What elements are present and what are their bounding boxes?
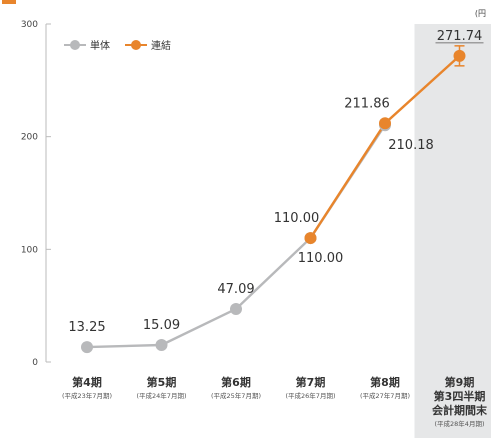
y-ticks: 0 100 200 300: [21, 20, 51, 368]
data-point: [379, 117, 391, 130]
x-category-label: 第5期: [147, 375, 177, 389]
data-point: [155, 338, 168, 351]
highlight-band: [414, 24, 491, 438]
data-label: 271.74: [437, 29, 483, 44]
data-label: 110.00: [274, 211, 320, 226]
x-category-period: (平成24年7月期): [137, 391, 187, 400]
x-category-label: 第7期: [296, 375, 326, 389]
x-category-sublabel: 会計期間末: [432, 403, 488, 417]
legend-label-tantai: 単体: [90, 39, 110, 52]
data-label: 210.18: [388, 138, 434, 153]
data-point: [304, 232, 317, 245]
series-lines: [86, 54, 461, 349]
x-category-label: 第4期: [72, 375, 102, 389]
x-category-period: (平成26年7月期): [286, 391, 336, 400]
y-tick-label: 200: [21, 133, 38, 143]
x-category-period: (平成23年7月期): [62, 391, 112, 400]
legend-dot-tantai: [70, 40, 80, 50]
x-category-sublabel: 第3四半期: [434, 389, 486, 403]
x-categories: 第4期 (平成23年7月期) 第5期 (平成24年7月期) 第6期 (平成25年7月期) 第…: [62, 375, 488, 428]
x-category-period: (平成27年7月期): [360, 391, 410, 400]
data-label: 110.00: [298, 251, 344, 266]
data-point: [230, 302, 242, 315]
title-marker: [2, 0, 16, 4]
legend: 単体 連結: [64, 39, 171, 52]
data-label: 13.25: [68, 320, 105, 335]
data-label: 211.86: [344, 96, 390, 111]
x-category-label: 第9期: [445, 375, 475, 389]
x-category-period: (平成25年7月期): [211, 391, 261, 400]
x-category-label: 第8期: [370, 375, 400, 389]
x-category-label: 第6期: [221, 375, 251, 389]
data-label: 47.09: [217, 282, 254, 297]
x-category-period: (平成28年4月期): [435, 419, 485, 428]
unit-label: (円: [475, 9, 486, 18]
data-point: [81, 341, 93, 354]
legend-dot-renketsu: [131, 40, 141, 50]
y-tick-label: 300: [21, 20, 38, 30]
data-label: 15.09: [143, 318, 180, 333]
data-points: [81, 45, 466, 354]
data-labels: 13.25 15.09 47.09 110.00 210.18 110.00 211.86 2…: [68, 29, 484, 335]
y-tick-label: 0: [32, 358, 38, 368]
legend-label-renketsu: 連結: [151, 39, 171, 52]
y-tick-label: 100: [21, 245, 38, 255]
